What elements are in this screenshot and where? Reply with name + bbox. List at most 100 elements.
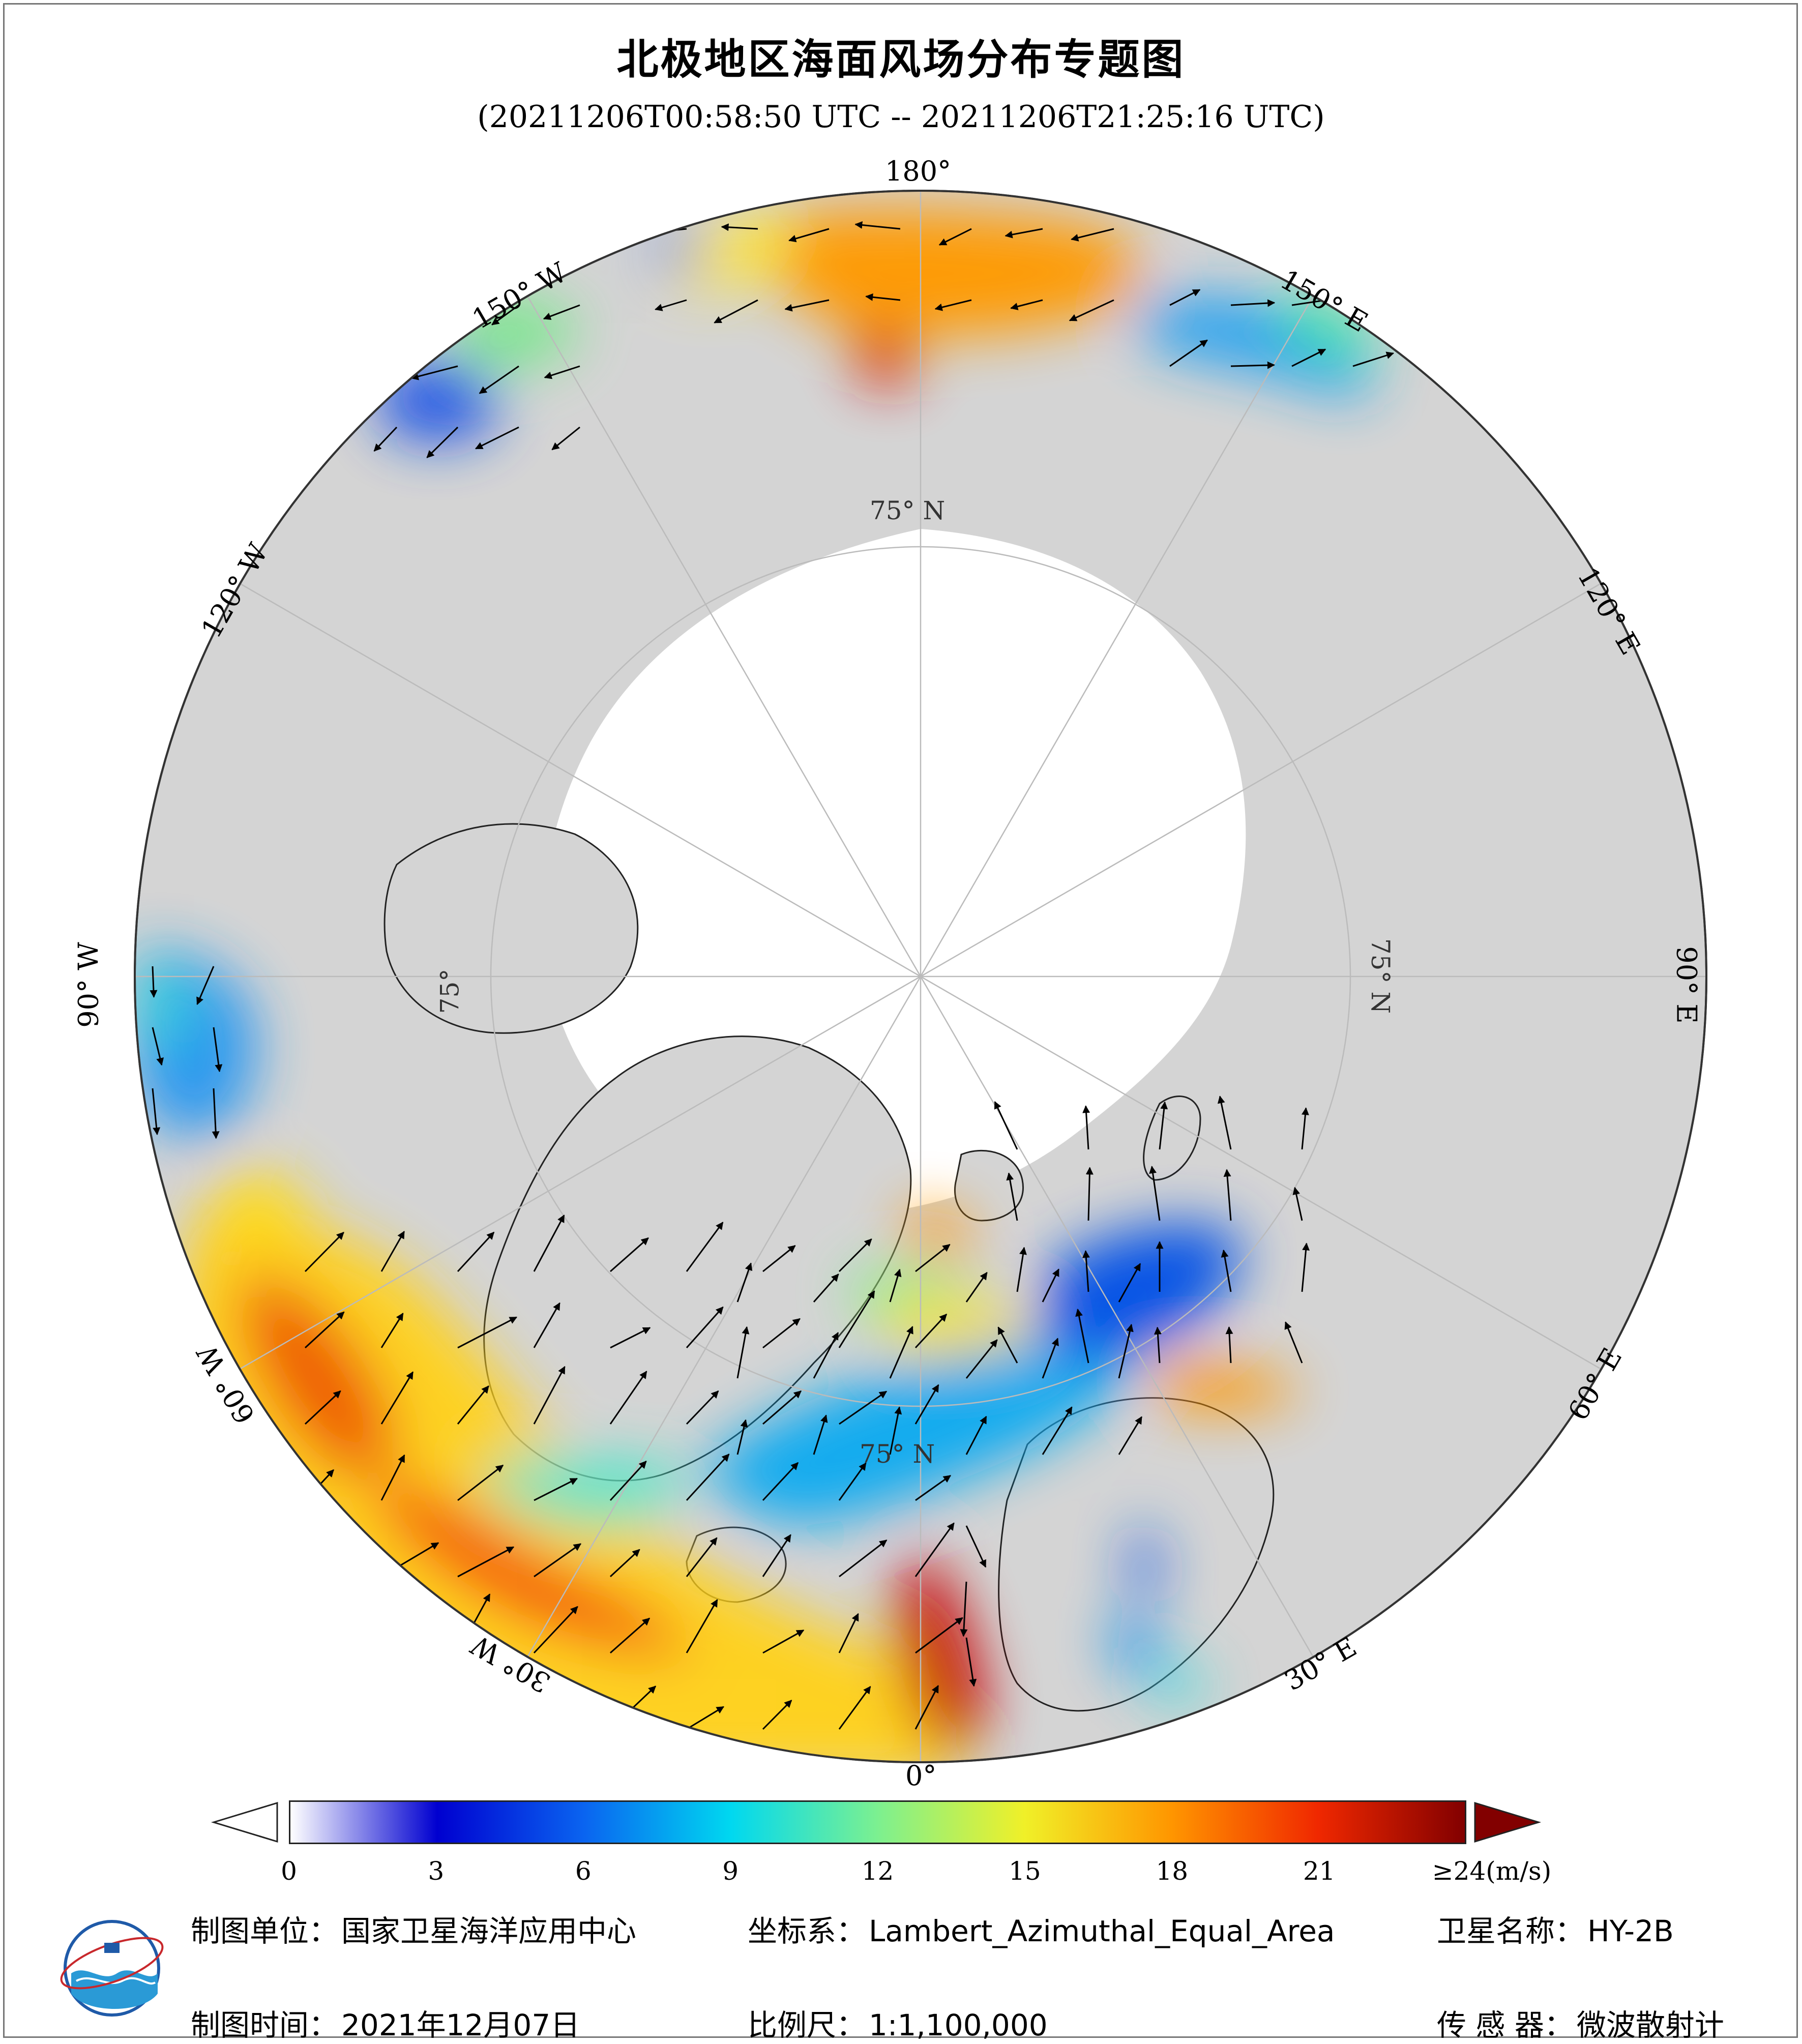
wind-vector-arrow	[1221, 1249, 1232, 1292]
wind-vector-arrow	[1230, 299, 1276, 307]
wind-vector-arrow	[426, 426, 459, 458]
wind-vector-arrow	[1042, 1338, 1059, 1379]
wind-vector-arrow	[839, 1539, 888, 1578]
wind-vector-arrow	[380, 1313, 404, 1348]
colorbar-min-arrow	[211, 1801, 278, 1843]
wind-vector-arrow	[889, 1268, 902, 1302]
wind-vector-arrow	[1069, 299, 1114, 321]
colorbar-tick-label: 3	[428, 1856, 445, 1886]
wind-vector-arrow	[457, 1464, 504, 1501]
wind-vector-arrow	[915, 1475, 952, 1501]
wind-vector-arrow	[914, 1313, 948, 1349]
wind-vector-arrow	[152, 1027, 164, 1066]
colorbar	[289, 1800, 1466, 1844]
colorbar-tick-label: 0	[281, 1856, 297, 1886]
wind-vector-arrow	[736, 1262, 753, 1302]
wind-vector-arrow	[1159, 1101, 1168, 1150]
wind-vector-arrow	[686, 1390, 719, 1425]
wind-vector-arrow	[721, 223, 758, 231]
wind-vector-arrow	[1149, 1166, 1161, 1221]
wind-vector-arrow	[1291, 348, 1326, 367]
date-value: 2021年12月07日	[341, 2008, 580, 2042]
wind-vector-arrow	[914, 1522, 955, 1577]
wind-vector-arrow	[475, 426, 519, 450]
wind-vector-arrow	[762, 1390, 802, 1425]
wind-vector-arrow	[610, 1617, 651, 1654]
lon-label-180: 180°	[885, 155, 952, 187]
wind-vector-arrow	[1006, 1172, 1018, 1221]
crs-value: Lambert_Azimuthal_Equal_Area	[869, 1914, 1335, 1948]
wind-vector-arrow	[1154, 1326, 1162, 1364]
wind-vector-arrow	[533, 1366, 566, 1425]
wind-vector-arrow	[655, 299, 687, 311]
sensor-value: 微波散射计	[1576, 2008, 1724, 2042]
wind-vector-arrow	[762, 1700, 792, 1730]
wind-vector-arrow	[410, 365, 458, 380]
wind-vector-arrow	[152, 1088, 161, 1135]
wind-vector-arrow	[839, 1390, 888, 1425]
wind-vector-arrow	[1118, 1416, 1142, 1455]
sensor-label: 传 感 器：	[1437, 2008, 1574, 2042]
colorbar-tick-label: 18	[1156, 1856, 1189, 1886]
wind-vector-arrow	[838, 1238, 872, 1272]
wind-vector-arrow	[610, 1237, 649, 1272]
wind-vector-arrow	[762, 1462, 799, 1501]
wind-vector-arrow	[686, 1454, 730, 1501]
wind-vector-arrow	[784, 299, 830, 312]
wind-vector-arrow	[1082, 1105, 1090, 1150]
colorbar-tick-label: 15	[1009, 1856, 1041, 1886]
wind-vector-arrow	[965, 1415, 987, 1455]
wind-vector-arrow	[838, 1290, 875, 1348]
wind-vector-arrow	[551, 426, 580, 451]
wind-vector-arrow	[965, 1339, 998, 1379]
wind-vector-arrow	[865, 293, 901, 301]
wind-vector-arrow	[788, 228, 830, 243]
wind-vector-arrow	[457, 1231, 495, 1272]
wind-vector-arrow	[1075, 1309, 1089, 1364]
wind-vector-arrow	[965, 1525, 987, 1568]
wind-vector-arrow	[543, 304, 580, 320]
colorbar-graphic	[211, 1801, 1542, 1843]
wind-vector-arrow	[915, 1243, 951, 1272]
wind-vector-arrow	[212, 1088, 220, 1139]
wind-vector-arrow	[934, 299, 972, 311]
wind-vector-arrow	[686, 1306, 724, 1348]
nsoas-logo	[60, 1920, 164, 2017]
crs-row: 坐标系： Lambert_Azimuthal_Equal_Area	[748, 1907, 1335, 1950]
wind-vector-arrow	[1225, 1326, 1233, 1364]
wind-vector-arrow	[1118, 1324, 1134, 1379]
wind-vector-arrow	[714, 299, 758, 323]
wind-vector-arrow	[1169, 339, 1208, 367]
wind-vector-arrow	[533, 1606, 578, 1654]
map-title: 北极地区海面风场分布专题图	[616, 36, 1186, 84]
wind-vector-arrow	[915, 1617, 963, 1654]
wind-vector-arrow	[1085, 1167, 1094, 1221]
wind-vector-arrow	[609, 1371, 647, 1425]
map-frame	[3, 3, 1798, 2038]
wind-vector-arrow	[762, 1534, 791, 1577]
wind-vector-arrow	[457, 1385, 489, 1425]
date-row: 制图时间： 2021年12月07日	[191, 2001, 580, 2044]
wind-vector-arrow	[686, 1222, 724, 1272]
wind-vector-arrow	[196, 966, 215, 1005]
scale-value: 1:1,100,000	[869, 2008, 1048, 2042]
wind-vector-arrow	[457, 1546, 515, 1578]
satellite-label: 卫星名称：	[1437, 1914, 1585, 1948]
wind-vector-arrow	[491, 304, 519, 325]
colorbar-tick-label: ≥24(m/s)	[1432, 1856, 1552, 1886]
producer-value: 国家卫星海洋应用中心	[341, 1914, 637, 1948]
wind-vector-arrow	[889, 1406, 902, 1455]
satellite-value: HY-2B	[1587, 1914, 1674, 1948]
map-time-range: (20211206T00:58:50 UTC -- 20211206T21:25…	[477, 99, 1325, 135]
novaya-zemlya	[1143, 1095, 1201, 1181]
wind-vector-arrow	[479, 365, 519, 394]
wind-vector-arrow	[762, 1245, 796, 1272]
wind-vector-arrow	[1292, 1187, 1303, 1221]
wind-vector-arrow	[1230, 361, 1275, 369]
wind-vector-arrow	[997, 1326, 1018, 1364]
wind-vector-arrow	[373, 426, 398, 452]
crs-label: 坐标系：	[748, 1914, 866, 1948]
wind-vector-arrow	[533, 1302, 560, 1348]
wind-vector-arrow	[914, 1384, 939, 1425]
wind-vector-arrow	[609, 1461, 647, 1501]
